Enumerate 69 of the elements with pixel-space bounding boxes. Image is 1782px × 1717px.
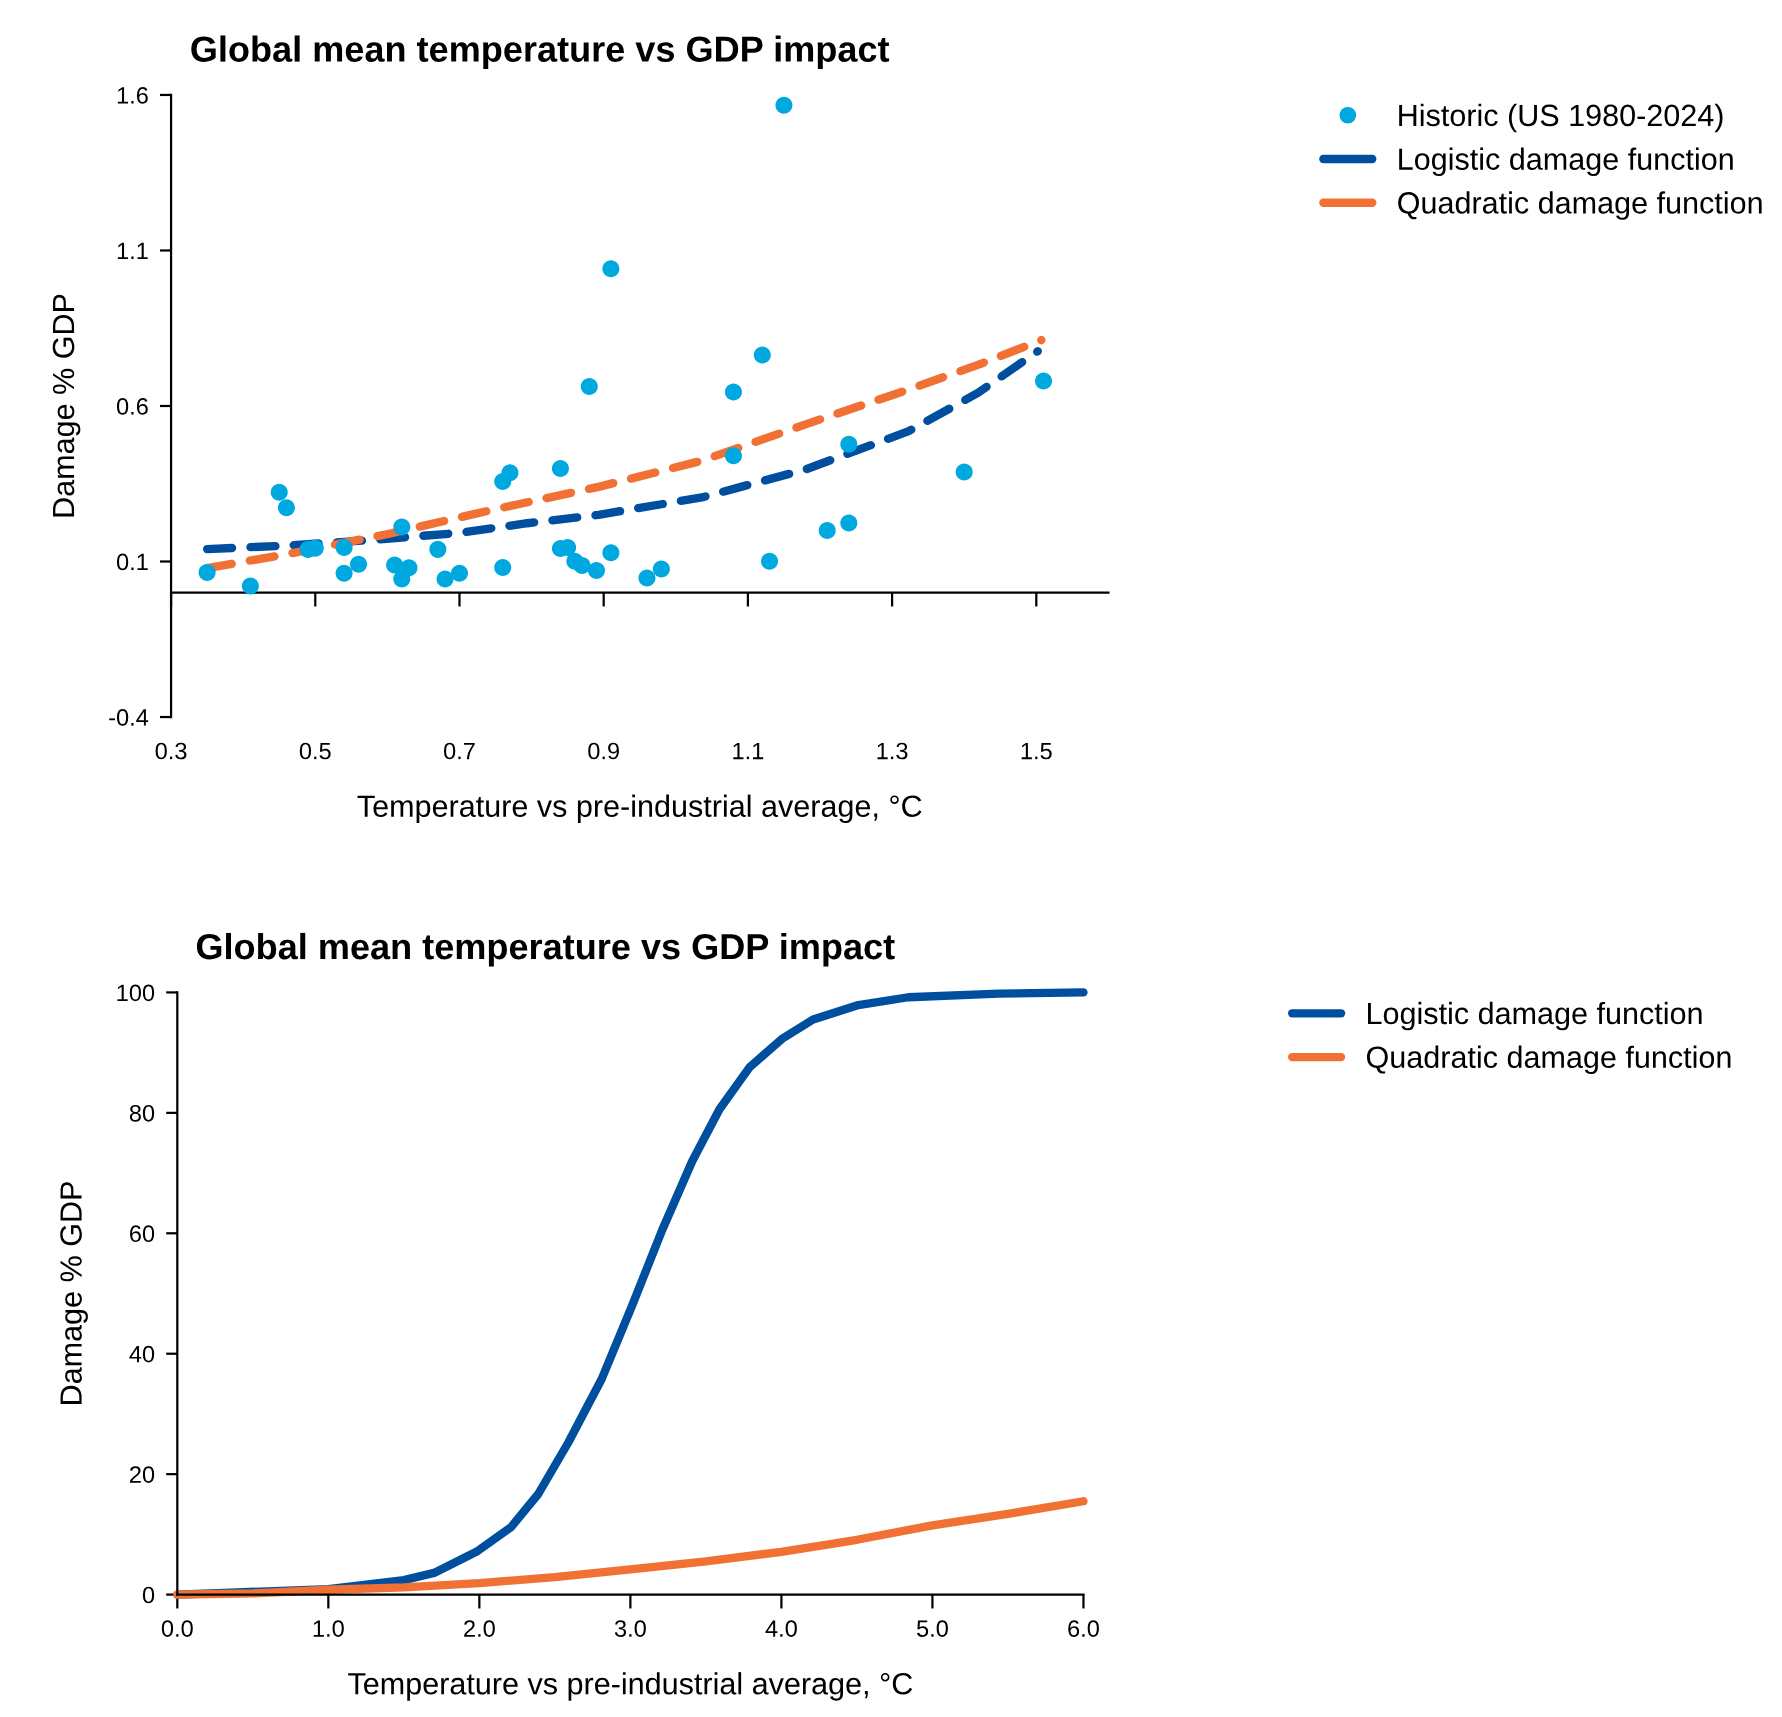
point (724, 447, 742, 465)
point (400, 559, 418, 577)
y-tick-label: 60 (130, 1225, 155, 1243)
x-tick-label: 0.0 (161, 1620, 193, 1637)
y-tick-label: 20 (130, 1466, 155, 1483)
point (652, 560, 670, 578)
point (198, 563, 216, 581)
point (393, 518, 411, 536)
point (436, 570, 454, 588)
x-tick-label: 4.0 (765, 1620, 797, 1637)
y-tick-label: 1.1 (117, 242, 148, 260)
point (580, 377, 598, 395)
y-tick-label: 0 (142, 1586, 155, 1604)
x-tick-label: 1.1 (733, 742, 764, 760)
x-tick-label: 5.0 (916, 1620, 948, 1637)
y-axis-title: Damage % GDP (60, 1182, 88, 1404)
x-tick-label: 6.0 (1068, 1620, 1099, 1637)
point (386, 556, 404, 574)
point (270, 483, 288, 501)
point (840, 435, 858, 453)
x-tick-label: 1.0 (313, 1620, 344, 1637)
point (775, 96, 793, 114)
point (350, 555, 368, 573)
x-tick-label: 0.3 (155, 742, 187, 760)
x-axis-title: Temperature vs pre-industrial average, °C (357, 794, 922, 824)
chart-title: Global mean temperature vs GDP impact (191, 35, 890, 70)
point (494, 558, 512, 576)
legend-label: Logistic damage function (1399, 147, 1733, 177)
y-tick-label: 80 (129, 1104, 155, 1122)
point (602, 544, 620, 562)
point (840, 514, 858, 532)
x-tick-label: 2.0 (464, 1620, 495, 1637)
y-tick-label: -0.4 (109, 709, 149, 726)
x-tick-label: 1.3 (877, 742, 908, 760)
legend-label: Logistic damage function (1368, 1001, 1702, 1031)
x-axis-title: Temperature vs pre-industrial average, °C (348, 1672, 913, 1701)
legend-label: Quadratic damage function (1398, 191, 1762, 220)
point (335, 564, 353, 582)
x-tick-label: 1.5 (1021, 742, 1052, 760)
point (501, 464, 519, 482)
legend-label: Historic (US 1980-2024) (1399, 103, 1723, 133)
point (1035, 372, 1053, 390)
point (277, 499, 295, 517)
point (724, 383, 742, 401)
legend-label: Quadratic damage function (1366, 1045, 1731, 1075)
point (573, 557, 591, 575)
x-tick-label: 0.9 (588, 742, 619, 760)
point (335, 539, 353, 557)
point (241, 577, 259, 595)
point (450, 564, 468, 582)
point (551, 460, 569, 478)
y-tick-label: 0.1 (116, 553, 148, 571)
chart-title: Global mean temperature vs GDP impact (196, 932, 895, 967)
y-axis-title: Damage % GDP (52, 294, 81, 517)
y-tick-label: 40 (129, 1345, 155, 1363)
point (955, 463, 973, 481)
x-tick-label: 3.0 (614, 1620, 646, 1637)
x-tick-label: 0.5 (299, 742, 331, 760)
x-tick-label: 0.7 (443, 742, 475, 760)
y-tick-label: 1.6 (117, 87, 148, 104)
point (429, 540, 447, 558)
point (587, 562, 605, 580)
point (818, 521, 836, 539)
y-tick-label: 0.6 (116, 398, 148, 415)
y-tick-label: 100 (117, 984, 155, 1002)
point (753, 346, 771, 364)
point (761, 552, 779, 570)
point (638, 569, 656, 587)
point (602, 260, 620, 278)
